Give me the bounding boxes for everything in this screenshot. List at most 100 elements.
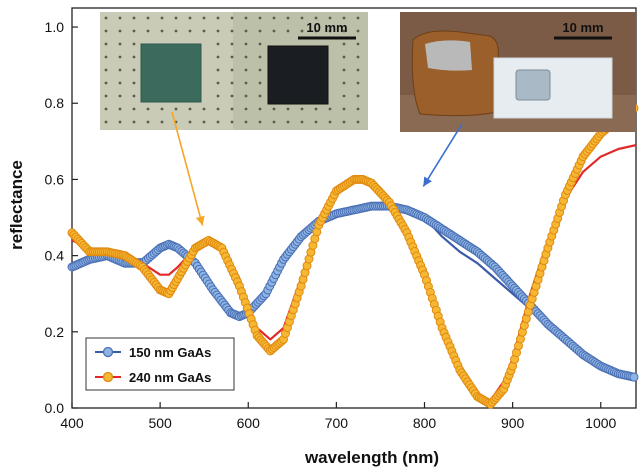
pegboard-hole <box>160 29 164 33</box>
pegboard-hole <box>286 29 290 33</box>
pegboard-hole <box>146 16 150 20</box>
pegboard-hole <box>216 29 220 33</box>
pegboard-hole <box>356 94 360 98</box>
sample-on-pad <box>515 69 551 101</box>
pegboard-hole <box>118 107 122 111</box>
y-tick-label: 1.0 <box>45 19 65 35</box>
pegboard-hole <box>328 107 332 111</box>
pegboard-hole <box>216 107 220 111</box>
x-tick-label: 400 <box>60 415 84 431</box>
pegboard-hole <box>244 120 248 124</box>
pegboard-hole <box>216 42 220 46</box>
pegboard-hole <box>342 16 346 20</box>
pegboard-hole <box>118 16 122 20</box>
x-tick-label: 900 <box>501 415 525 431</box>
pegboard-hole <box>174 107 178 111</box>
pegboard-hole <box>258 42 262 46</box>
pegboard-hole <box>272 29 276 33</box>
pegboard-hole <box>230 29 234 33</box>
pegboard-hole <box>132 94 136 98</box>
pegboard-hole <box>174 16 178 20</box>
pegboard-hole <box>216 120 220 124</box>
pegboard-hole <box>342 94 346 98</box>
pegboard-hole <box>188 120 192 124</box>
pegboard-hole <box>216 55 220 59</box>
pegboard-hole <box>356 42 360 46</box>
y-axis-title: reflectance <box>7 160 26 250</box>
pegboard-hole <box>230 42 234 46</box>
pegboard-hole <box>258 29 262 33</box>
pegboard-hole <box>314 120 318 124</box>
pegboard-hole <box>230 94 234 98</box>
pegboard-hole <box>188 107 192 111</box>
pegboard-hole <box>342 68 346 72</box>
pegboard-hole <box>286 120 290 124</box>
pegboard-hole <box>118 120 122 124</box>
pegboard-hole <box>160 107 164 111</box>
legend: 150 nm GaAs 240 nm GaAs <box>85 337 235 391</box>
pegboard-hole <box>342 29 346 33</box>
pegboard-hole <box>258 94 262 98</box>
pegboard-hole <box>272 16 276 20</box>
pegboard-hole <box>132 68 136 72</box>
x-tick-label: 800 <box>413 415 437 431</box>
y-tick-label: 0.0 <box>45 400 65 416</box>
pegboard-hole <box>258 81 262 85</box>
pegboard-hole <box>258 68 262 72</box>
x-axis-title: wavelength (nm) <box>304 448 439 467</box>
white-pad <box>493 57 613 119</box>
pegboard-hole <box>244 42 248 46</box>
axis-ticks: 400 500 600 700 800 900 1000 0.0 0.2 0.4 0.6 0.8 1.0 <box>45 19 617 431</box>
pegboard-hole <box>258 107 262 111</box>
pegboard-hole <box>118 55 122 59</box>
pegboard-hole <box>104 68 108 72</box>
pegboard-hole <box>244 55 248 59</box>
pegboard-hole <box>272 107 276 111</box>
pegboard-hole <box>258 16 262 20</box>
pegboard-hole <box>104 29 108 33</box>
pegboard-hole <box>174 29 178 33</box>
pegboard-hole <box>202 29 206 33</box>
sample-green-square <box>140 43 202 103</box>
scale-label-1: 10 mm <box>306 20 347 35</box>
arrow-inset-1 <box>171 111 204 226</box>
pegboard-hole <box>118 29 122 33</box>
pegboard-hole <box>118 94 122 98</box>
pegboard-hole <box>356 16 360 20</box>
sample-dark-square <box>267 45 329 105</box>
pegboard-hole <box>356 120 360 124</box>
plot-frame <box>71 7 637 409</box>
inset-photo-2: 10 mm <box>400 12 636 132</box>
legend-label-240: 240 nm GaAs <box>129 370 211 385</box>
pegboard-hole <box>104 81 108 85</box>
pegboard-holes <box>104 16 360 124</box>
pegboard-hole <box>132 42 136 46</box>
pegboard-hole <box>300 16 304 20</box>
pegboard-hole <box>104 16 108 20</box>
x-tick-label: 600 <box>237 415 261 431</box>
pegboard-hole <box>356 29 360 33</box>
pegboard-hole <box>244 68 248 72</box>
pegboard-hole <box>104 42 108 46</box>
pegboard-hole <box>244 81 248 85</box>
pegboard-hole <box>342 55 346 59</box>
pegboard-hole <box>104 120 108 124</box>
pegboard-hole <box>132 81 136 85</box>
pegboard-hole <box>132 29 136 33</box>
pegboard-hole <box>104 55 108 59</box>
x-tick-label: 500 <box>148 415 172 431</box>
pegboard-hole <box>202 107 206 111</box>
pegboard-hole <box>356 55 360 59</box>
pegboard-hole <box>258 55 262 59</box>
pegboard-hole <box>216 16 220 20</box>
pegboard-hole <box>188 16 192 20</box>
pegboard-hole <box>104 107 108 111</box>
pegboard-hole <box>314 29 318 33</box>
arrow-inset-2-head <box>423 176 432 187</box>
pegboard-hole <box>160 16 164 20</box>
pegboard-hole <box>146 120 150 124</box>
pegboard-hole <box>132 120 136 124</box>
y-tick-label: 0.4 <box>45 248 65 264</box>
pegboard-hole <box>202 16 206 20</box>
